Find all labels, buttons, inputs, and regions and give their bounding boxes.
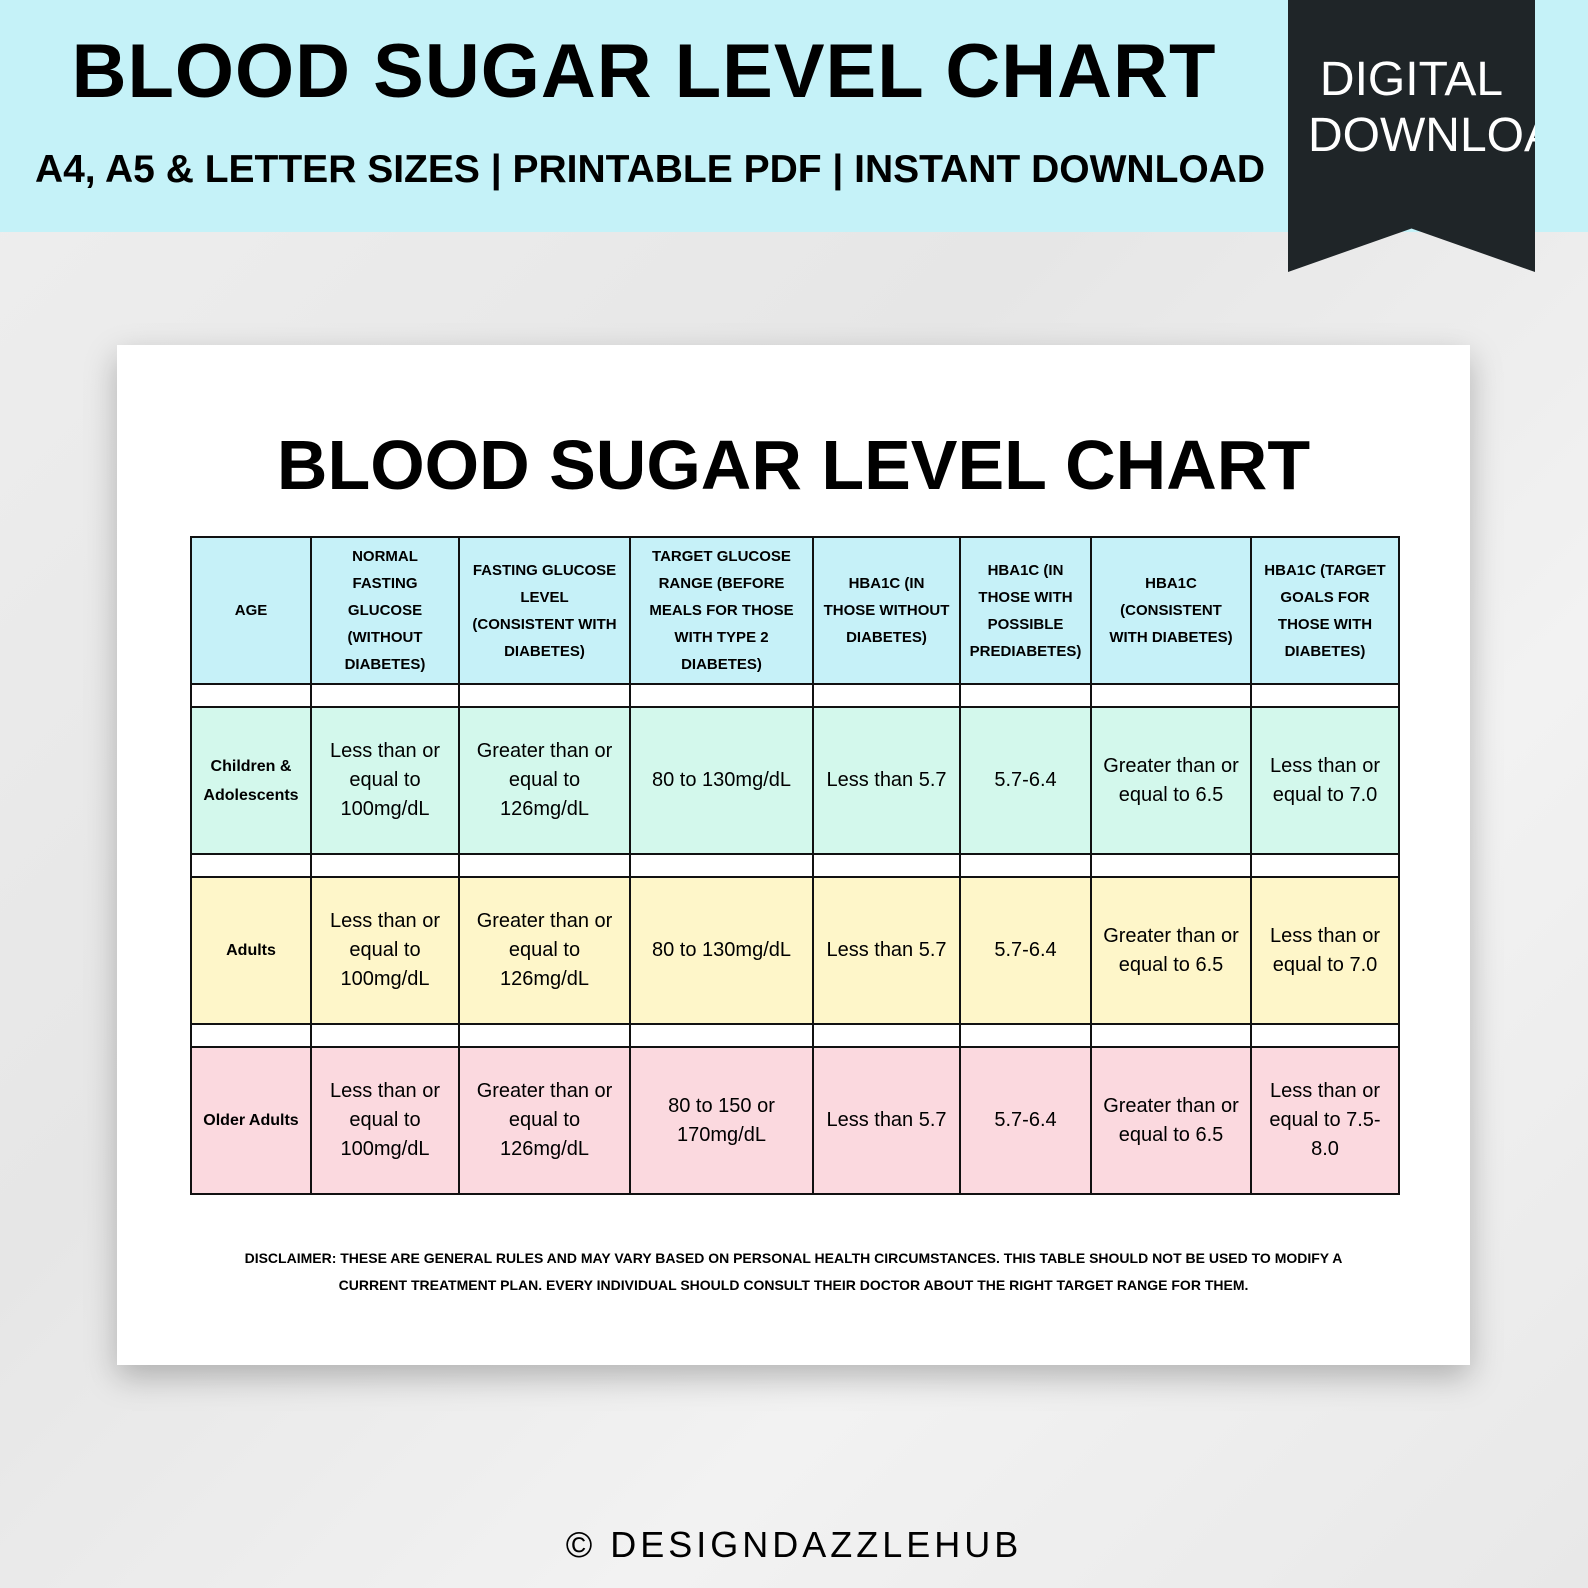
spacer-cell: [812, 1023, 961, 1048]
data-cell: 5.7-6.4: [959, 876, 1092, 1025]
spacer-row: [190, 1023, 1400, 1048]
spacer-cell: [458, 853, 631, 878]
spacer-cell: [190, 1023, 312, 1048]
spacer-cell: [1090, 1023, 1252, 1048]
data-cell: 5.7-6.4: [959, 1046, 1092, 1195]
sheet-title: BLOOD SUGAR LEVEL CHART: [276, 426, 1311, 504]
footer: © DESIGNDAZZLEHUB: [565, 1524, 1023, 1565]
header-cell: NORMAL FASTING GLUCOSE (WITHOUT DIABETES…: [310, 536, 460, 685]
spacer-cell: [629, 1023, 814, 1048]
data-cell: 80 to 150 or 170mg/dL: [629, 1046, 814, 1195]
header-cell: HBA1C (CONSISTENT WITH DIABETES): [1090, 536, 1252, 685]
data-cell: Greater than or equal to 6.5: [1090, 706, 1252, 855]
data-cell: Greater than or equal to 126mg/dL: [458, 1046, 631, 1195]
spacer-cell: [1250, 853, 1400, 878]
sheet: BLOOD SUGAR LEVEL CHART AGE NORMAL FASTIN…: [117, 345, 1470, 1365]
data-cell: 80 to 130mg/dL: [629, 706, 814, 855]
spacer-cell: [310, 683, 460, 708]
data-cell: Less than or equal to 100mg/dL: [310, 706, 460, 855]
data-cell: Less than or equal to 7.0: [1250, 706, 1400, 855]
spacer-cell: [310, 1023, 460, 1048]
data-cell: Less than or equal to 100mg/dL: [310, 1046, 460, 1195]
table: AGE NORMAL FASTING GLUCOSE (WITHOUT DIABE…: [190, 536, 1400, 1195]
header-row: AGE NORMAL FASTING GLUCOSE (WITHOUT DIABE…: [190, 536, 1400, 685]
data-cell: Greater than or equal to 6.5: [1090, 1046, 1252, 1195]
header-cell: HBA1C (TARGET GOALS FOR THOSE WITH DIABE…: [1250, 536, 1400, 685]
spacer-cell: [1250, 683, 1400, 708]
data-row: Adults Less than or equal to 100mg/dL Grea…: [190, 876, 1400, 1025]
spacer-cell: [629, 683, 814, 708]
data-cell: Children & Adolescents: [190, 706, 312, 855]
data-cell: Adults: [190, 876, 312, 1025]
data-cell: Less than or equal to 7.0: [1250, 876, 1400, 1025]
data-cell: Greater than or equal to 126mg/dL: [458, 706, 631, 855]
spacer-cell: [629, 853, 814, 878]
data-cell: Less than 5.7: [812, 1046, 961, 1195]
header-cell: FASTING GLUCOSE LEVEL (CONSISTENT WITH D…: [458, 536, 631, 685]
spacer-cell: [1090, 853, 1252, 878]
data-cell: Greater than or equal to 6.5: [1090, 876, 1252, 1025]
banner-subtitle: A4, A5 & LETTER SIZES | PRINTABLE PDF | …: [34, 148, 1266, 191]
spacer-cell: [959, 683, 1092, 708]
spacer-cell: [310, 853, 460, 878]
header-cell: HBA1C (IN THOSE WITHOUT DIABETES): [812, 536, 961, 685]
spacer-cell: [458, 1023, 631, 1048]
data-cell: Older Adults: [190, 1046, 312, 1195]
data-cell: 5.7-6.4: [959, 706, 1092, 855]
disclaimer: DISCLAIMER: THESE ARE GENERAL RULES AND …: [244, 1250, 1343, 1293]
data-cell: 80 to 130mg/dL: [629, 876, 814, 1025]
spacer-cell: [812, 853, 961, 878]
spacer-cell: [190, 683, 312, 708]
spacer-cell: [458, 683, 631, 708]
spacer-row: [190, 683, 1400, 708]
data-cell: Less than 5.7: [812, 876, 961, 1025]
spacer-cell: [959, 1023, 1092, 1048]
header-cell: TARGET GLUCOSE RANGE (BEFORE MEALS FOR T…: [629, 536, 814, 685]
data-row: Older Adults Less than or equal to 100mg/…: [190, 1046, 1400, 1195]
badge-text: DIGITAL DOWNLOAD: [1308, 53, 1588, 162]
spacer-cell: [812, 683, 961, 708]
banner-title: BLOOD SUGAR LEVEL CHART: [71, 29, 1217, 114]
data-cell: Less than or equal to 100mg/dL: [310, 876, 460, 1025]
data-cell: Greater than or equal to 126mg/dL: [458, 876, 631, 1025]
data-row: Children & Adolescents Less than or equal…: [190, 706, 1400, 855]
spacer-row: [190, 853, 1400, 878]
spacer-cell: [1250, 1023, 1400, 1048]
spacer-cell: [1090, 683, 1252, 708]
data-cell: Less than 5.7: [812, 706, 961, 855]
data-cell: Less than or equal to 7.5-8.0: [1250, 1046, 1400, 1195]
spacer-cell: [190, 853, 312, 878]
spacer-cell: [959, 853, 1092, 878]
header-cell: AGE: [190, 536, 312, 685]
header-cell: HBA1C (IN THOSE WITH POSSIBLE PREDIABETE…: [959, 536, 1092, 685]
badge: DIGITAL DOWNLOAD: [1288, 0, 1535, 272]
